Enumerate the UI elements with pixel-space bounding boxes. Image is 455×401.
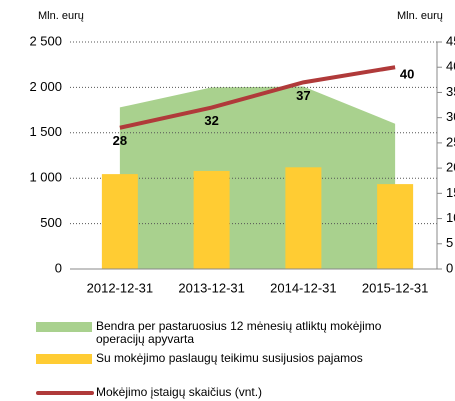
legend-swatch — [36, 322, 92, 332]
legend-swatch — [36, 354, 92, 364]
y2-tick-label: 40 — [446, 59, 455, 74]
y-tick-label: 1 500 — [29, 124, 62, 139]
bar — [193, 170, 230, 269]
legend-label: Bendra per pastaruosius 12 mėnesių atlik… — [96, 319, 382, 346]
y2-tick-label: 15 — [446, 185, 455, 200]
y2-tick-label: 10 — [446, 210, 455, 225]
line — [119, 65, 396, 130]
y2-tick-label: 20 — [446, 160, 455, 175]
y-axis-label: Mln. eurų — [38, 10, 84, 22]
x-tick-label: 2014-12-31 — [270, 280, 337, 295]
chart: Mln. eurų Mln. eurų 0 500 1 000 1 500 2 000 2… — [29, 10, 455, 296]
y-tick-label: 500 — [40, 215, 62, 230]
y-tick-label: 1 000 — [29, 170, 62, 185]
legend-swatch — [36, 391, 94, 395]
x-tick-label: 2013-12-31 — [178, 280, 245, 295]
x-tick-label: 2012-12-31 — [87, 280, 154, 295]
y-tick-label: 0 — [55, 260, 62, 275]
data-label: 32 — [204, 113, 218, 128]
y2-tick-label: 35 — [446, 84, 455, 99]
x-tick-label: 2015-12-31 — [362, 280, 429, 295]
area — [119, 86, 396, 269]
y2-tick-label: 0 — [446, 260, 453, 275]
data-label: 40 — [400, 67, 414, 82]
y-tick-label: 2 000 — [29, 79, 62, 94]
y2-tick-label: 25 — [446, 134, 455, 149]
y2-tick-label: 45 — [446, 33, 455, 48]
legend-label: Su mokėjimo paslaugų teikimu susijusios … — [96, 351, 363, 365]
y2-tick-label: 5 — [446, 235, 453, 250]
data-label: 28 — [113, 133, 127, 148]
bar — [377, 184, 414, 269]
data-label: 37 — [296, 88, 310, 103]
bar — [101, 174, 138, 269]
legend-label: Mokėjimo įstaigų skaičius (vnt.) — [96, 385, 263, 399]
bar — [285, 167, 322, 269]
y2-tick-label: 30 — [446, 109, 455, 124]
y2-axis-label: Mln. eurų — [397, 10, 443, 22]
y-tick-label: 2 500 — [29, 33, 62, 48]
